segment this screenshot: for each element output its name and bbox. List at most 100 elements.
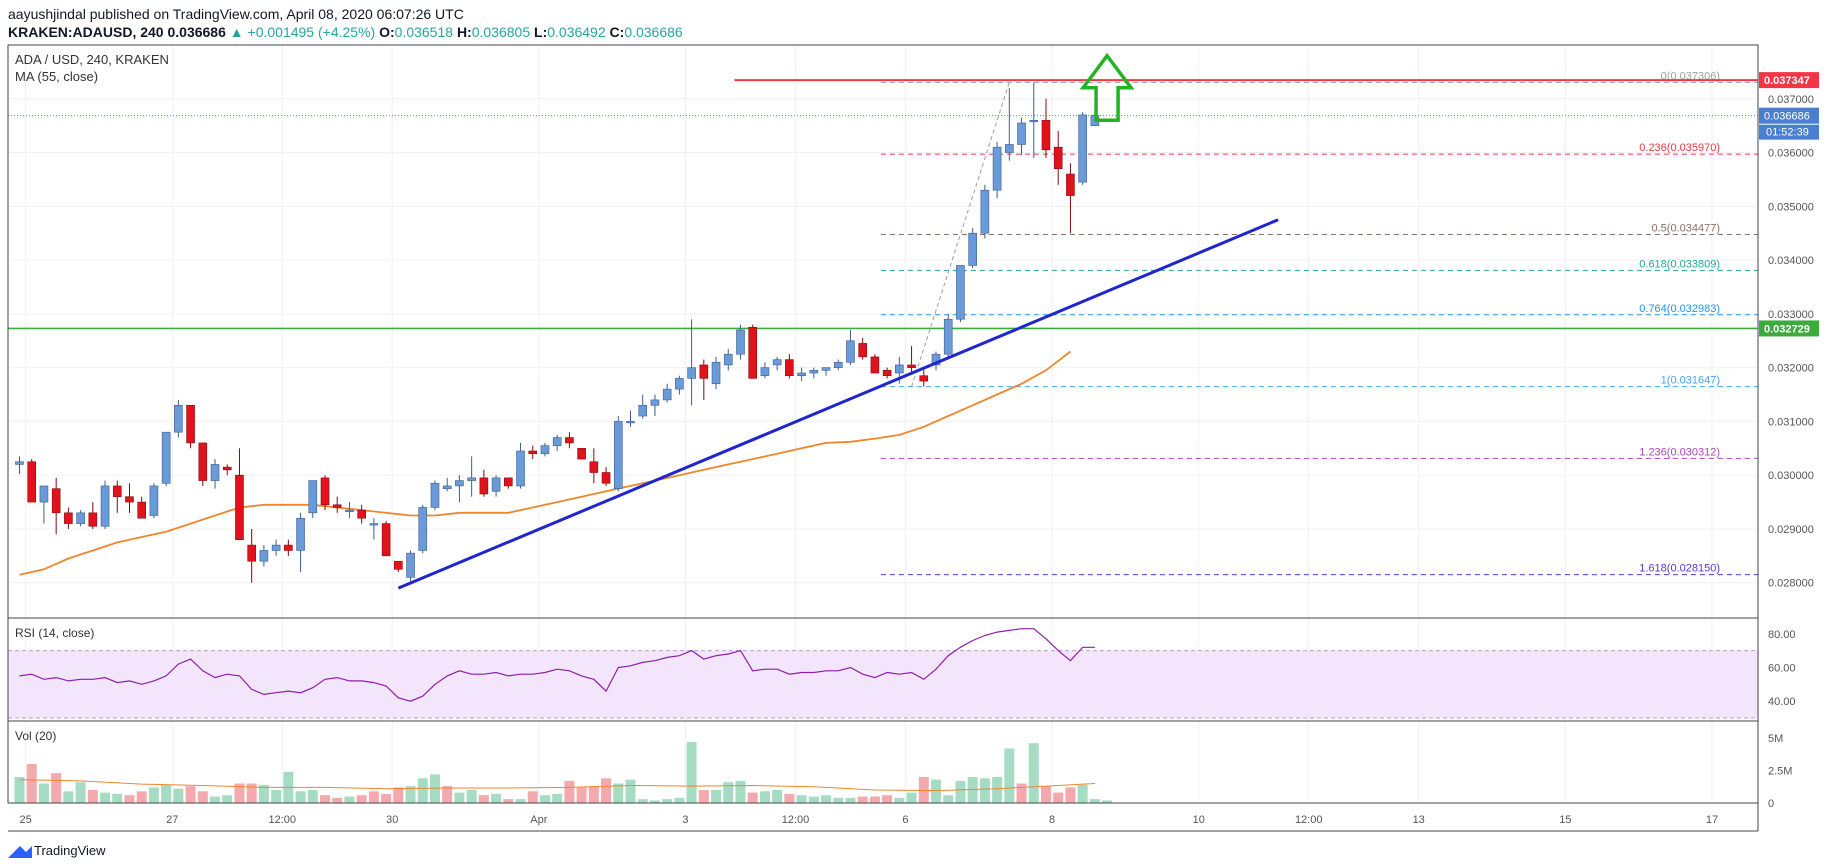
volume-bar bbox=[271, 790, 282, 803]
candle-body bbox=[956, 265, 965, 320]
trend-line[interactable] bbox=[397, 218, 1279, 590]
candle-body bbox=[785, 359, 794, 377]
time-tick-label: 8 bbox=[1049, 814, 1055, 826]
volume-bar bbox=[124, 795, 135, 803]
volume-bar bbox=[845, 797, 856, 803]
volume-bar bbox=[381, 793, 392, 803]
candle-body bbox=[907, 364, 916, 368]
volume-bar bbox=[1102, 800, 1113, 803]
volume-bar bbox=[564, 780, 575, 803]
candle-body bbox=[247, 544, 256, 562]
candle-body bbox=[284, 544, 293, 551]
fib-level-label: 0.236(0.035970) bbox=[1639, 142, 1720, 154]
time-tick-label: 12:00 bbox=[268, 814, 296, 826]
price-tick-label: 0.035000 bbox=[1768, 201, 1814, 213]
candle-body bbox=[430, 482, 440, 508]
volume-bar bbox=[136, 791, 147, 803]
pane-frames bbox=[7, 44, 1759, 832]
candle-body bbox=[870, 356, 880, 374]
fib-level-label: 1.236(0.030312) bbox=[1639, 446, 1720, 458]
volume-bar bbox=[649, 800, 660, 803]
fibonacci-retracement[interactable]: 0(0.037306)0.236(0.035970)0.5(0.034477)0… bbox=[880, 70, 1758, 576]
volume-bar bbox=[601, 778, 612, 803]
volume-bar bbox=[63, 791, 74, 803]
horizontal-levels[interactable]: 0.032729 0.037347 0.036686 01:52:39 bbox=[8, 72, 1819, 337]
candle-body bbox=[15, 461, 24, 465]
time-tick-label: 12:00 bbox=[782, 814, 810, 826]
volume-tick-label: 0 bbox=[1768, 798, 1774, 810]
volume-bar bbox=[26, 764, 37, 803]
tradingview-logo[interactable]: TradingView bbox=[8, 843, 106, 858]
low-label: L: bbox=[534, 24, 548, 40]
volume-bar bbox=[161, 784, 172, 803]
volume-bar bbox=[197, 791, 208, 803]
candle-body bbox=[736, 329, 745, 355]
candle-body bbox=[638, 404, 648, 417]
time-tick-label: 12:00 bbox=[1295, 814, 1323, 826]
volume-bar bbox=[637, 799, 648, 803]
rsi-tick-label: 60.00 bbox=[1768, 662, 1796, 674]
candle-body bbox=[357, 509, 366, 519]
time-tick-label: Apr bbox=[530, 814, 547, 826]
main-legend-title: ADA / USD, 240, KRAKEN bbox=[15, 52, 169, 67]
time-axis[interactable]: 25 27 12:00 30 Apr 3 12:00 6 8 10 12:00 13 15 17 bbox=[19, 814, 1718, 826]
candle-body bbox=[100, 485, 110, 527]
volume-bar bbox=[368, 791, 379, 803]
candle-body bbox=[455, 480, 464, 487]
price-tick-label: 0.031000 bbox=[1768, 416, 1814, 428]
rsi-tick-label: 80.00 bbox=[1768, 629, 1796, 641]
candle-body bbox=[186, 404, 195, 444]
volume-bar bbox=[478, 795, 489, 803]
volume-bar bbox=[967, 777, 978, 803]
candle-body bbox=[809, 370, 819, 374]
volume-bar bbox=[210, 796, 221, 803]
candle-body bbox=[882, 370, 892, 377]
time-tick-label: 15 bbox=[1559, 814, 1571, 826]
volume-bar bbox=[1065, 787, 1076, 803]
volume-bar bbox=[38, 783, 49, 803]
volume-bar bbox=[234, 783, 245, 803]
candle-body bbox=[797, 372, 806, 377]
volume-bar bbox=[723, 782, 734, 803]
up-arrow-annotation[interactable] bbox=[1079, 52, 1135, 123]
open-label: O: bbox=[379, 24, 395, 40]
volume-bar bbox=[1016, 783, 1027, 803]
time-tick-label: 25 bbox=[19, 814, 31, 826]
candle-body bbox=[125, 496, 134, 503]
volume-bar bbox=[1053, 792, 1064, 803]
volume-pane: 0 2.5M 5M bbox=[14, 733, 1792, 810]
volume-bar bbox=[698, 790, 709, 803]
candle-body bbox=[503, 477, 513, 487]
last-price-value: 0.036686 bbox=[167, 24, 226, 40]
candle-body bbox=[479, 477, 489, 495]
volume-bar bbox=[588, 786, 599, 803]
candle-body bbox=[76, 512, 85, 524]
candle-body bbox=[1053, 146, 1063, 169]
support-price-tag bbox=[1759, 320, 1819, 337]
support-price-label: 0.032729 bbox=[1764, 323, 1810, 335]
volume-bar bbox=[1028, 743, 1039, 803]
candle-body bbox=[1005, 144, 1014, 153]
volume-bar bbox=[466, 790, 477, 803]
volume-bar bbox=[955, 780, 966, 803]
candle-body bbox=[858, 343, 867, 358]
volume-bar bbox=[1089, 799, 1100, 803]
candle-body bbox=[149, 485, 159, 516]
volume-bar bbox=[429, 774, 440, 803]
price-tick-label: 0.030000 bbox=[1768, 470, 1814, 482]
time-tick-label: 6 bbox=[902, 814, 908, 826]
volume-bar bbox=[613, 783, 624, 803]
volume-bar bbox=[747, 792, 758, 803]
candle-body bbox=[552, 437, 562, 446]
rsi-tick-label: 40.00 bbox=[1768, 696, 1796, 708]
volume-bar bbox=[979, 778, 990, 803]
candle-body bbox=[931, 353, 941, 366]
volume-bar bbox=[735, 780, 746, 803]
volume-bar bbox=[515, 799, 526, 803]
time-tick-label: 30 bbox=[386, 814, 398, 826]
last-price-tag bbox=[1759, 107, 1819, 124]
price-axis[interactable]: 0.028000 0.029000 0.030000 0.031000 0.032000… bbox=[1768, 94, 1814, 590]
volume-bar bbox=[258, 784, 269, 803]
candle-body bbox=[772, 359, 782, 366]
